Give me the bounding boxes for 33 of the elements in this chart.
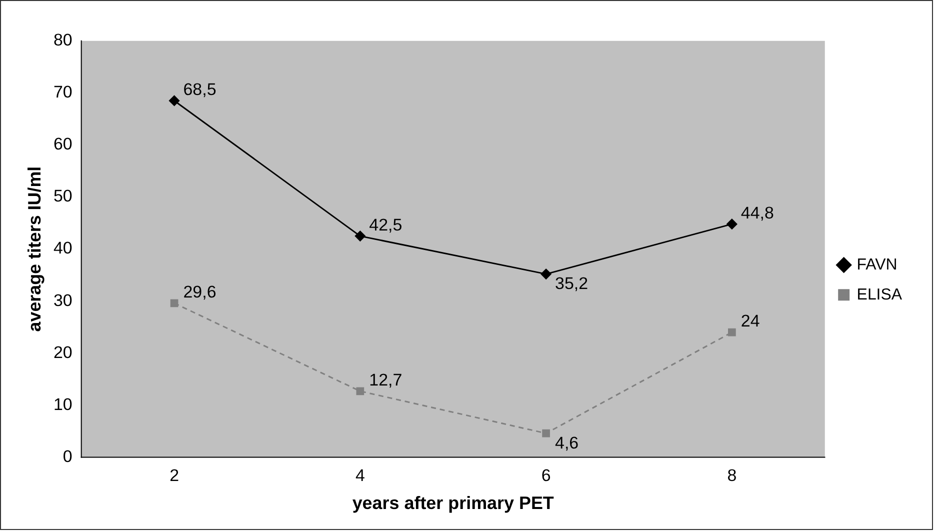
y-tick-label: 80 (53, 30, 72, 50)
point (542, 429, 550, 438)
y-tick-label: 0 (62, 446, 72, 466)
data-label: 29,6 (183, 282, 216, 302)
y-tick-label: 60 (53, 134, 72, 154)
data-label: 42,5 (369, 215, 402, 234)
x-axis-title: years after primary PET (352, 493, 554, 514)
legend-label: ELISA (856, 286, 902, 304)
data-label: 35,2 (555, 274, 588, 294)
x-tick-label: 6 (541, 466, 551, 486)
y-axis-title: average titers IU/ml (24, 166, 45, 332)
data-label: 44,8 (740, 203, 774, 222)
point (356, 387, 364, 396)
point (728, 328, 736, 336)
legend-label: FAVN (856, 256, 898, 274)
data-label: 12,7 (369, 370, 402, 390)
point (169, 95, 180, 106)
x-tick-label: 2 (170, 466, 179, 486)
y-tick-label: 20 (53, 342, 72, 362)
y-tick-label: 40 (53, 238, 72, 258)
y-tick-label: 10 (53, 394, 72, 414)
x-tick-label: 4 (355, 466, 365, 486)
point (726, 218, 738, 230)
point (170, 299, 178, 308)
data-label: 24 (740, 312, 760, 331)
x-tick-label: 8 (727, 466, 737, 486)
point (354, 230, 366, 242)
y-tick-label: 70 (53, 82, 72, 102)
data-label: 68,5 (183, 80, 216, 99)
y-tick-label: 30 (53, 290, 72, 310)
y-tick-label: 50 (53, 186, 72, 206)
point (540, 268, 552, 280)
data-label: 4,6 (555, 433, 579, 452)
